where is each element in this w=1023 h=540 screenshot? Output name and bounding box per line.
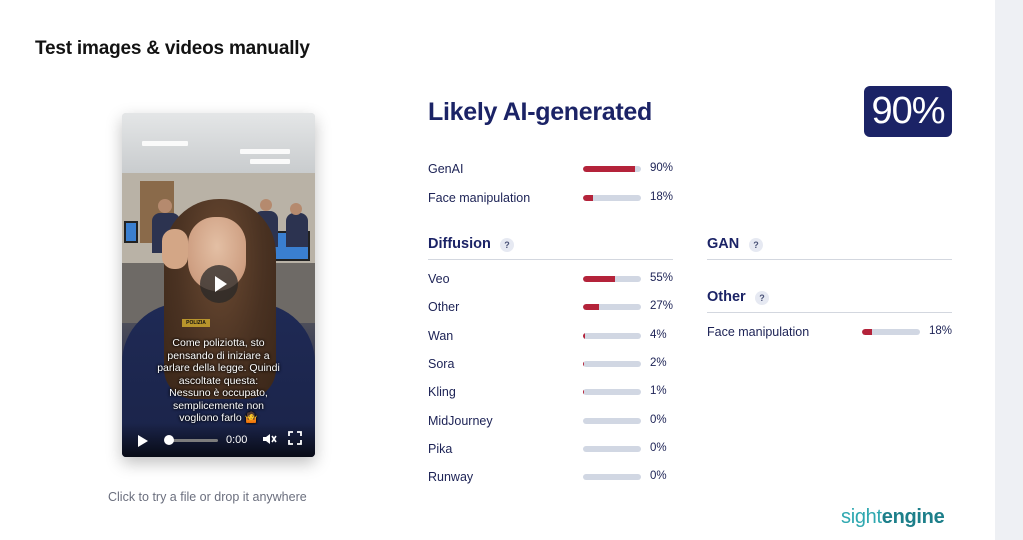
mute-icon[interactable] <box>261 431 277 447</box>
score-bar <box>583 166 641 172</box>
video-frame-hand <box>162 229 188 269</box>
score-row-percent: 4% <box>650 328 667 341</box>
diffusion-divider <box>428 259 673 260</box>
brand-logo[interactable]: sightengine <box>841 506 945 529</box>
score-bar-fill <box>583 389 584 396</box>
score-row-percent: 1% <box>650 385 667 398</box>
video-controls: 0:00 <box>122 423 315 457</box>
score-row-percent: 0% <box>650 470 667 483</box>
score-row-label: MidJourney <box>428 413 493 428</box>
page-gutter <box>995 0 1023 540</box>
score-bar-fill <box>583 166 636 172</box>
score-row: Kling 1% <box>428 385 690 401</box>
score-row-label: Kling <box>428 385 456 400</box>
score-row: Wan 4% <box>428 329 690 345</box>
score-row-label: Runway <box>428 470 474 485</box>
score-row-percent: 55% <box>650 272 674 284</box>
gan-divider <box>707 259 952 260</box>
uniform-badge: POLIZIA <box>182 319 210 327</box>
brand-logo-part2: engine <box>881 506 945 528</box>
video-time: 0:00 <box>226 434 248 446</box>
score-bar <box>583 360 641 367</box>
score-row: MidJourney 0% <box>428 414 690 430</box>
video-frame-light <box>240 149 290 154</box>
score-bar-fill <box>583 304 599 311</box>
score-row: Pika 0% <box>428 442 690 458</box>
score-bar <box>583 304 641 311</box>
video-frame-background-head <box>290 203 302 215</box>
score-row-label: Pika <box>428 441 453 456</box>
video-caption: Come poliziotta, sto pensando di iniziar… <box>157 337 280 424</box>
score-row-label: Sora <box>428 356 455 371</box>
score-row: Veo 55% <box>428 272 690 288</box>
page-title: Test images & videos manually <box>35 38 310 59</box>
score-row: Sora 2% <box>428 357 690 373</box>
video-frame-light <box>250 159 290 164</box>
diffusion-help-icon[interactable]: ? <box>500 238 514 252</box>
score-row-label: Veo <box>428 272 450 286</box>
video-frame-background-head <box>260 199 272 211</box>
score-row-percent: 2% <box>650 356 667 369</box>
score-bar-fill <box>583 194 594 201</box>
score-row-percent: 90% <box>650 162 674 174</box>
other-help-icon[interactable]: ? <box>755 291 769 305</box>
other-title: Other <box>707 289 746 305</box>
upload-hint[interactable]: Click to try a file or drop it anywhere <box>108 490 307 504</box>
score-row: GenAI 90% <box>428 162 690 178</box>
score-row-percent: 18% <box>650 190 674 203</box>
score-bar <box>583 276 641 282</box>
score-row: Face manipulation 18% <box>707 325 969 341</box>
seek-handle[interactable] <box>164 435 174 445</box>
score-bar-fill <box>862 329 873 335</box>
video-frame-background-person <box>286 213 308 247</box>
score-bar <box>583 474 641 481</box>
score-bar <box>583 389 641 396</box>
score-row-label: Face manipulation <box>707 325 810 339</box>
score-row-label: Other <box>428 300 460 315</box>
fullscreen-icon[interactable] <box>288 431 302 445</box>
verdict-title: Likely AI-generated <box>428 98 652 126</box>
seek-bar[interactable] <box>166 439 218 442</box>
score-row-percent: 27% <box>650 300 674 313</box>
diffusion-title: Diffusion <box>428 236 491 252</box>
score-bar-fill <box>583 360 585 367</box>
score-bar <box>583 445 641 452</box>
other-divider <box>707 312 952 313</box>
score-row-label: GenAI <box>428 162 464 176</box>
score-bar-fill <box>583 332 586 339</box>
gan-help-icon[interactable]: ? <box>749 238 763 252</box>
score-row: Runway 0% <box>428 470 690 486</box>
video-frame-background-head <box>158 199 172 213</box>
score-bar <box>862 329 920 335</box>
score-bar <box>583 194 641 201</box>
brand-logo-part1: sight <box>841 506 882 528</box>
score-bar-fill <box>583 276 615 282</box>
score-row-percent: 18% <box>929 325 953 337</box>
video-frame-light <box>142 141 188 146</box>
score-row-label: Face manipulation <box>428 190 531 205</box>
gan-title: GAN <box>707 236 740 252</box>
score-badge: 90% <box>864 86 952 137</box>
score-row-percent: 0% <box>650 413 667 426</box>
play-icon[interactable] <box>138 435 148 447</box>
score-row: Face manipulation 18% <box>428 191 690 207</box>
score-row-label: Wan <box>428 328 454 343</box>
video-player[interactable]: POLIZIA Come poliziotta, sto pensando di… <box>122 113 315 457</box>
score-row: Other 27% <box>428 300 690 316</box>
score-bar <box>583 417 641 424</box>
video-frame-monitor <box>124 221 138 243</box>
play-overlay-button[interactable] <box>200 265 238 303</box>
score-row-percent: 0% <box>650 441 667 454</box>
score-bar <box>583 332 641 339</box>
